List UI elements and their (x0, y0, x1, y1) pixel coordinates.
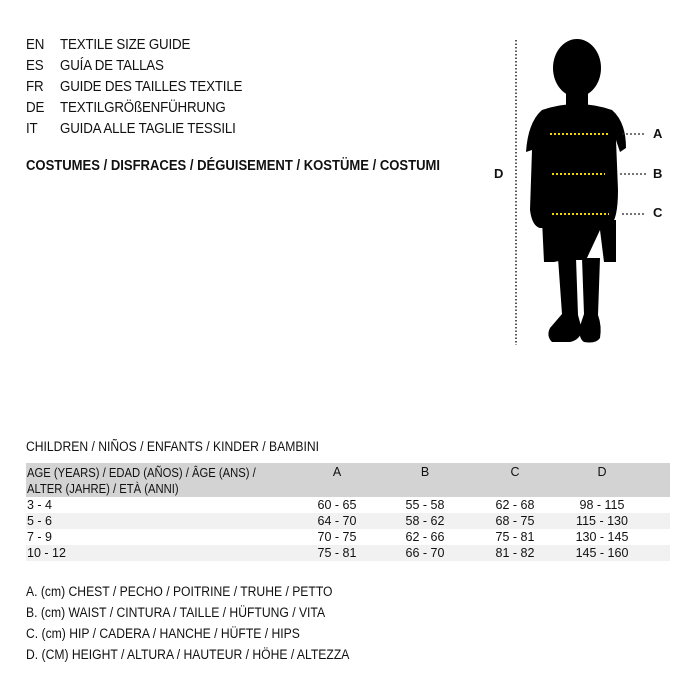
row-value: 62 - 68 (495, 498, 535, 512)
label-c: C (653, 205, 663, 220)
child-silhouette (526, 39, 626, 343)
title-line-es: ES GUÍA DE TALLAS (26, 58, 164, 74)
row-age: 5 - 6 (27, 514, 53, 528)
row-value: 145 - 160 (575, 546, 629, 560)
note-c: C. (cm) HIP / CADERA / HANCHE / HÜFTE / … (26, 626, 300, 641)
header-col-c: C (510, 465, 520, 479)
label-a: A (653, 126, 663, 141)
row-value: 130 - 145 (575, 530, 629, 544)
row-value: 70 - 75 (317, 530, 357, 544)
row-value: 55 - 58 (405, 498, 445, 512)
row-age: 7 - 9 (27, 530, 53, 544)
note-b: B. (cm) WAIST / CINTURA / TAILLE / HÜFTU… (26, 605, 326, 620)
size-table: AGE (YEARS) / EDAD (AÑOS) / ÂGE (ANS) / A… (26, 463, 670, 561)
title-line-it: IT GUIDA ALLE TAGLIE TESSILI (26, 121, 236, 137)
row-value: 58 - 62 (405, 514, 445, 528)
row-value: 62 - 66 (405, 530, 445, 544)
row-value: 75 - 81 (317, 546, 357, 560)
title-line-en: EN TEXTILE SIZE GUIDE (26, 37, 191, 53)
row-value: 68 - 75 (495, 514, 535, 528)
header-age: AGE (YEARS) / EDAD (AÑOS) / ÂGE (ANS) / A… (27, 466, 256, 496)
header-col-d: D (597, 465, 607, 479)
category-heading: COSTUMES / DISFRACES / DÉGUISEMENT / KOS… (26, 158, 440, 174)
table-row: 3 - 4 60 - 65 55 - 58 62 - 68 98 - 115 (26, 497, 670, 513)
row-value: 60 - 65 (317, 498, 357, 512)
row-value: 81 - 82 (495, 546, 535, 560)
table-row: 7 - 9 70 - 75 62 - 66 75 - 81 130 - 145 (26, 529, 670, 545)
table-header: AGE (YEARS) / EDAD (AÑOS) / ÂGE (ANS) / A… (26, 463, 670, 497)
header-col-a: A (332, 465, 342, 479)
row-value: 115 - 130 (576, 514, 628, 528)
label-b: B (653, 166, 663, 181)
table-row: 10 - 12 75 - 81 66 - 70 81 - 82 145 - 160 (26, 545, 670, 561)
note-a: A. (cm) CHEST / PECHO / POITRINE / TRUHE… (26, 584, 333, 599)
row-value: 98 - 115 (579, 498, 625, 512)
title-line-fr: FR GUIDE DES TAILLES TEXTILE (26, 79, 243, 95)
row-age: 3 - 4 (27, 498, 53, 512)
row-value: 64 - 70 (317, 514, 357, 528)
measure-lines (550, 133, 609, 215)
row-value: 75 - 81 (495, 530, 535, 544)
row-value: 66 - 70 (405, 546, 445, 560)
child-silhouette-diagram (515, 39, 646, 345)
section-title: CHILDREN / NIÑOS / ENFANTS / KINDER / BA… (26, 439, 320, 454)
header-col-b: B (420, 465, 430, 479)
row-age: 10 - 12 (27, 546, 66, 560)
label-d: D (494, 166, 504, 181)
table-row: 5 - 6 64 - 70 58 - 62 68 - 75 115 - 130 (26, 513, 670, 529)
note-d: D. (CM) HEIGHT / ALTURA / HAUTEUR / HÖHE… (26, 647, 350, 662)
label-leaders (620, 133, 646, 215)
title-line-de: DE TEXTILGRÖßENFÜHRUNG (26, 100, 226, 116)
